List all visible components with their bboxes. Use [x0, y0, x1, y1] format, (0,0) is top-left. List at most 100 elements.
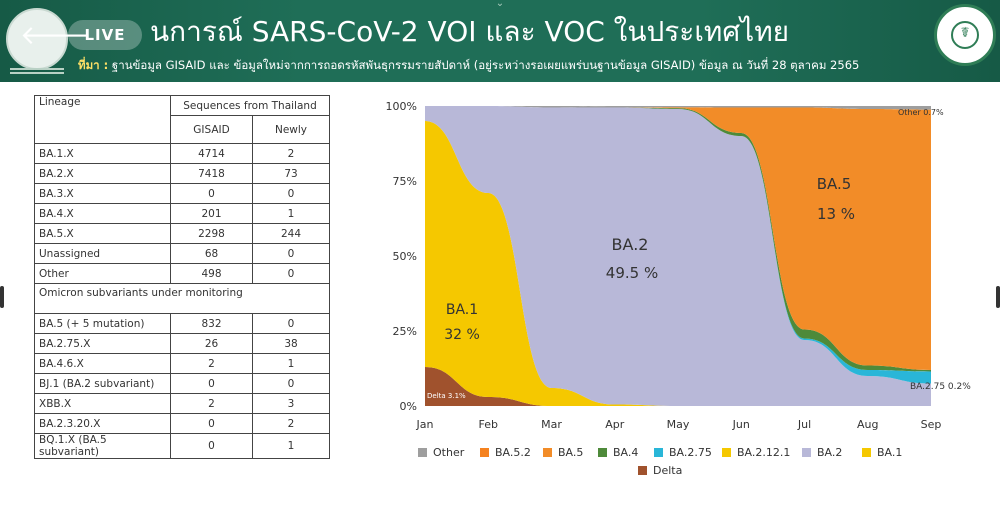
legend-label: Other	[433, 446, 465, 459]
cell-gisaid: 0	[170, 183, 253, 204]
column-header-gisaid: GISAID	[170, 115, 253, 144]
legend-label: BA.2.12.1	[737, 446, 790, 459]
legend-label: BA.2.75	[669, 446, 712, 459]
x-tick-label: Sep	[921, 418, 942, 431]
cell-newly: 38	[252, 333, 330, 354]
legend-label: BA.2	[817, 446, 842, 459]
legend-label: BA.4	[613, 446, 638, 459]
table-row: BJ.1 (BA.2 subvariant) 0 0	[34, 373, 330, 394]
cell-newly: 0	[252, 313, 330, 334]
chart-annotation: BA.5	[817, 175, 852, 193]
cell-gisaid: 498	[170, 263, 253, 284]
legend-swatch	[480, 448, 489, 457]
chevron-down-icon[interactable]: ⌄	[495, 0, 505, 9]
x-tick-label: Jul	[797, 418, 811, 431]
area-series-ba-2	[425, 106, 931, 406]
chart-annotation: Delta 3.1%	[427, 392, 466, 400]
chart-annotation: 32 %	[444, 327, 480, 343]
y-tick-label: 50%	[393, 250, 417, 263]
table-header-row: Lineage Sequences from Thailand	[34, 95, 330, 144]
legend-swatch	[654, 448, 663, 457]
department-seal-icon	[6, 8, 68, 70]
back-arrow-button[interactable]: 🡐	[20, 22, 90, 50]
table-row: BA.1.X 4714 2	[34, 143, 330, 164]
next-slide-handle[interactable]	[996, 286, 1000, 308]
x-tick-label: Aug	[857, 418, 878, 431]
table-row: BA.2.3.20.X 0 2	[34, 413, 330, 434]
chart-annotation: Other 0.7%	[898, 108, 944, 117]
x-tick-label: Feb	[479, 418, 498, 431]
area-series-other	[425, 106, 931, 110]
column-header-sequences: Sequences from Thailand	[170, 95, 330, 116]
x-tick-label: Jun	[732, 418, 750, 431]
y-tick-label: 0%	[400, 400, 417, 413]
caduceus-icon: ☤	[960, 25, 970, 41]
chart-annotation: BA.1	[446, 302, 478, 318]
cell-newly: 2	[252, 413, 330, 434]
chart-annotation: BA.2.75 0.2%	[910, 382, 971, 392]
seal-inner-ring	[951, 21, 979, 49]
cell-newly: 0	[252, 373, 330, 394]
area-series-other-remainder	[425, 106, 931, 108]
table-row: BA.4.6.X 2 1	[34, 353, 330, 374]
cell-lineage: Other	[34, 263, 171, 284]
cell-gisaid: 2298	[170, 223, 253, 244]
cell-newly: 1	[252, 203, 330, 224]
cell-lineage: BA.1.X	[34, 143, 171, 164]
table-section-row: Omicron subvariants under monitoring	[34, 283, 330, 314]
live-badge: LIVE	[68, 20, 142, 50]
cell-lineage: BA.4.X	[34, 203, 171, 224]
x-tick-label: Mar	[541, 418, 562, 431]
cell-newly: 244	[252, 223, 330, 244]
table-row: BA.3.X 0 0	[34, 183, 330, 204]
x-tick-label: Jan	[416, 418, 434, 431]
table-body: BA.1.X 4714 2 BA.2.X 7418 73 BA.3.X 0 0 BA.4.X 201…	[34, 143, 330, 459]
legend-swatch	[598, 448, 607, 457]
logo-caption	[4, 66, 70, 74]
variant-proportion-chart: 0% 25% 50% 75% 100% Jan Feb Mar Apr May Jun Jul Aug S…	[386, 100, 972, 477]
column-header-lineage: Lineage	[34, 95, 171, 144]
cell-newly: 3	[252, 393, 330, 414]
x-tick-label: May	[667, 418, 690, 431]
cell-lineage: BQ.1.X (BA.5 subvariant)	[34, 433, 171, 459]
legend-label: BA.1	[877, 446, 902, 459]
cell-lineage: BJ.1 (BA.2 subvariant)	[34, 373, 171, 394]
cell-lineage: BA.2.75.X	[34, 333, 171, 354]
cell-lineage: BA.5 (+ 5 mutation)	[34, 313, 171, 334]
y-tick-label: 75%	[393, 175, 417, 188]
table-row: BA.5 (+ 5 mutation) 832 0	[34, 313, 330, 334]
cell-newly: 1	[252, 433, 330, 459]
cell-gisaid: 7418	[170, 163, 253, 184]
legend-swatch	[543, 448, 552, 457]
table-row: XBB.X 2 3	[34, 393, 330, 414]
cell-gisaid: 2	[170, 393, 253, 414]
page-title: นการณ์ SARS-CoV-2 VOI และ VOC ในประเทศไท…	[150, 15, 790, 48]
column-header-newly: Newly	[252, 115, 330, 144]
cell-lineage: BA.3.X	[34, 183, 171, 204]
cell-gisaid: 68	[170, 243, 253, 264]
cell-lineage: BA.2.X	[34, 163, 171, 184]
table-row: Other 498 0	[34, 263, 330, 284]
cell-newly: 1	[252, 353, 330, 374]
legend-swatch	[722, 448, 731, 457]
chart-annotation: BA.2	[612, 235, 649, 254]
legend-label: BA.5.2	[495, 446, 531, 459]
header-background	[0, 0, 1000, 82]
table-row: BA.4.X 201 1	[34, 203, 330, 224]
cell-lineage: XBB.X	[34, 393, 171, 414]
table-subheader-row: GISAID Newly	[35, 115, 330, 144]
legend-swatch	[638, 466, 647, 475]
cell-gisaid: 2	[170, 353, 253, 374]
cell-gisaid: 4714	[170, 143, 253, 164]
cell-newly: 0	[252, 243, 330, 264]
legend-label: Delta	[653, 464, 682, 477]
slide-header: ⌄ 🡐 LIVE นการณ์ SARS-CoV-2 VOI และ VOC ใ…	[0, 0, 1000, 82]
legend-swatch	[802, 448, 811, 457]
legend-swatch	[418, 448, 427, 457]
source-text: ฐานข้อมูล GISAID และ ข้อมูลใหม่จากการถอด…	[111, 58, 860, 72]
area-series-ba-5	[425, 106, 931, 370]
previous-slide-handle[interactable]	[0, 286, 4, 308]
cell-gisaid: 0	[170, 433, 253, 459]
table-row: BA.5.X 2298 244	[34, 223, 330, 244]
y-tick-label: 100%	[386, 100, 417, 113]
